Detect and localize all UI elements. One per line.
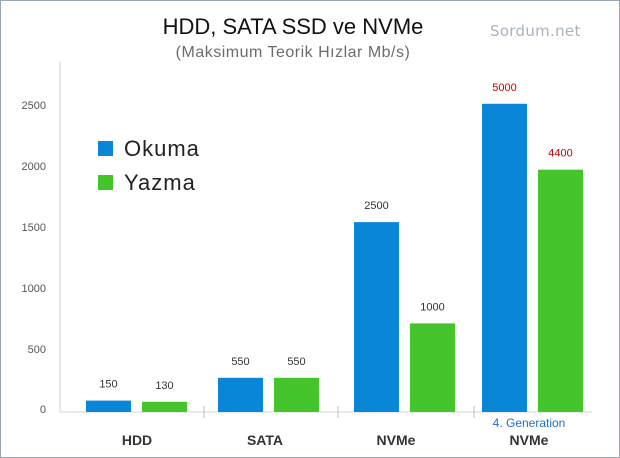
x-category-label: NVMe	[377, 432, 416, 448]
bar-okuma-hdd	[86, 400, 131, 412]
bar-okuma-nvme	[482, 103, 527, 412]
x-category-label: HDD	[122, 432, 152, 448]
chart-subtitle: (Maksimum Teorik Hızlar Mb/s)	[175, 44, 411, 61]
chart-title: HDD, SATA SSD ve NVMe	[162, 14, 424, 39]
y-tick-label: 500	[28, 344, 46, 356]
x-category-label: NVMe	[510, 432, 549, 448]
bar-yazma-hdd	[142, 401, 187, 412]
y-tick-label: 2000	[22, 161, 46, 173]
bar-yazma-nvme	[538, 169, 583, 412]
y-tick-label: 0	[40, 404, 46, 416]
data-label: 1000	[420, 301, 444, 313]
watermark: Sordum.net	[490, 22, 581, 40]
x-category-label: SATA	[247, 432, 283, 448]
y-tick-label: 1500	[22, 222, 46, 234]
legend-label-okuma: Okuma	[124, 136, 200, 161]
y-tick-label: 1000	[22, 283, 46, 295]
bar-yazma-nvme	[410, 323, 455, 412]
data-label: 550	[287, 356, 305, 368]
legend-swatch-yazma	[98, 175, 113, 190]
data-label: 5000	[492, 82, 516, 94]
legend-label-yazma: Yazma	[124, 170, 196, 195]
data-label: 2500	[364, 200, 388, 212]
bar-yazma-sata	[274, 377, 319, 412]
x-category-sublabel: 4. Generation	[493, 416, 566, 430]
data-label: 4400	[548, 148, 572, 160]
data-label: 130	[155, 380, 173, 392]
y-tick-label: 2500	[22, 100, 46, 112]
bar-okuma-nvme	[354, 222, 399, 412]
bar-okuma-sata	[218, 377, 263, 412]
data-label: 150	[99, 379, 117, 391]
legend-swatch-okuma	[98, 141, 113, 156]
data-label: 550	[231, 356, 249, 368]
